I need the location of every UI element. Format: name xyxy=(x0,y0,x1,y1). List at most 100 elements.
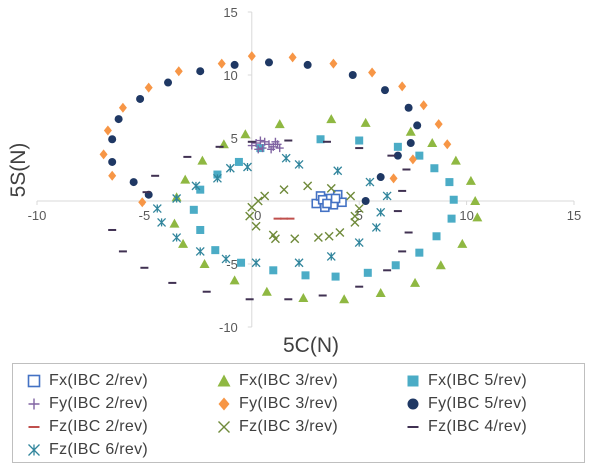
data-point xyxy=(234,157,243,166)
data-point xyxy=(470,196,481,205)
data-point xyxy=(212,173,222,183)
data-point xyxy=(348,71,357,79)
data-point xyxy=(114,115,123,124)
data-point xyxy=(199,259,210,268)
y-tick-label: -5 xyxy=(226,257,238,272)
data-point xyxy=(229,275,240,285)
legend-marker-icon xyxy=(218,397,230,411)
x-tick-label: -10 xyxy=(28,208,47,223)
data-point xyxy=(197,155,208,165)
data-point xyxy=(375,287,386,297)
data-point xyxy=(118,102,127,113)
data-point xyxy=(269,266,278,275)
data-point xyxy=(108,170,117,181)
data-point xyxy=(450,155,461,165)
scatter-chart: -10 -5 0 5 10 15 15 10 5 -5 -10 5C(N) 5S(N) xyxy=(7,5,581,357)
data-point xyxy=(196,225,205,234)
legend-marker-icon xyxy=(407,375,419,387)
data-point xyxy=(252,139,261,148)
legend: Fx(IBC 2/rev) Fx(IBC 3/rev) Fx(IBC 5/rev) F… xyxy=(12,363,585,463)
data-point xyxy=(164,78,173,87)
data-point xyxy=(405,126,416,136)
data-point xyxy=(322,198,332,209)
series-9 xyxy=(108,139,413,301)
data-point xyxy=(350,211,360,221)
data-point xyxy=(434,119,443,130)
data-point xyxy=(413,121,422,130)
data-point xyxy=(435,260,446,270)
data-point xyxy=(108,135,117,144)
data-point xyxy=(174,66,183,77)
data-point xyxy=(472,212,483,222)
data-point xyxy=(230,60,239,69)
data-point xyxy=(447,214,456,223)
data-point xyxy=(427,138,438,148)
data-point xyxy=(144,82,153,93)
legend-label: Fz(IBC 6/rev) xyxy=(49,441,149,458)
legend-item: Fz(IBC 3/rev) xyxy=(213,416,338,438)
data-point xyxy=(389,173,398,184)
legend-item: Fy(IBC 2/rev) xyxy=(23,393,148,415)
legend-marker-icon xyxy=(28,426,40,428)
data-point xyxy=(354,238,364,248)
legend-marker-icon xyxy=(407,398,419,410)
data-point xyxy=(103,125,112,136)
series-4 xyxy=(247,136,284,154)
legend-label: Fz(IBC 2/rev) xyxy=(49,418,149,435)
data-point xyxy=(382,191,392,201)
legend-label: Fx(IBC 5/rev) xyxy=(428,372,528,389)
data-point xyxy=(419,100,428,111)
x-tick-label: 15 xyxy=(567,208,581,223)
data-point xyxy=(346,191,356,201)
legend-label: Fy(IBC 2/rev) xyxy=(49,395,149,412)
series-6 xyxy=(108,58,422,205)
x-tick-label: 10 xyxy=(459,208,473,223)
data-point xyxy=(256,136,265,145)
y-axis-title: 5S(N) xyxy=(7,143,30,198)
legend-marker-icon xyxy=(28,398,40,410)
data-point xyxy=(195,246,205,256)
data-point xyxy=(251,221,261,231)
data-point xyxy=(172,194,182,203)
data-point xyxy=(243,162,252,172)
data-point xyxy=(189,205,198,214)
data-point xyxy=(251,258,261,268)
data-point xyxy=(449,195,458,204)
legend-marker-icon xyxy=(217,374,231,387)
data-point xyxy=(264,58,273,67)
data-point xyxy=(406,139,415,148)
data-point xyxy=(157,217,167,227)
legend-label: Fy(IBC 3/rev) xyxy=(239,395,339,412)
legend-marker-icon xyxy=(27,374,41,388)
data-point xyxy=(152,204,162,214)
data-point xyxy=(408,154,417,165)
legend-item: Fx(IBC 5/rev) xyxy=(402,370,527,392)
legend-item: Fz(IBC 6/rev) xyxy=(23,439,148,461)
legend-item: Fx(IBC 3/rev) xyxy=(213,370,338,392)
data-point xyxy=(393,151,402,160)
data-point xyxy=(298,293,309,303)
y-tick-label: 15 xyxy=(223,5,237,20)
data-point xyxy=(281,153,291,163)
data-point xyxy=(260,137,269,146)
data-point xyxy=(271,137,280,146)
data-point xyxy=(260,191,270,201)
legend-item: Fz(IBC 4/rev) xyxy=(402,416,527,438)
data-point xyxy=(363,268,372,277)
data-point xyxy=(415,151,424,160)
data-point xyxy=(430,164,439,173)
legend-label: Fz(IBC 3/rev) xyxy=(239,418,339,435)
data-point xyxy=(270,234,280,244)
data-point xyxy=(217,58,226,69)
data-point xyxy=(254,145,263,154)
series-10 xyxy=(152,153,392,268)
legend-item: Fy(IBC 5/rev) xyxy=(402,393,527,415)
data-point xyxy=(288,52,297,63)
data-point xyxy=(380,86,389,95)
data-point xyxy=(274,119,285,129)
legend-label: Fx(IBC 3/rev) xyxy=(239,372,339,389)
data-point xyxy=(445,178,454,187)
data-point xyxy=(237,258,246,267)
data-point xyxy=(339,294,350,304)
x-tick-label: -5 xyxy=(139,208,151,223)
